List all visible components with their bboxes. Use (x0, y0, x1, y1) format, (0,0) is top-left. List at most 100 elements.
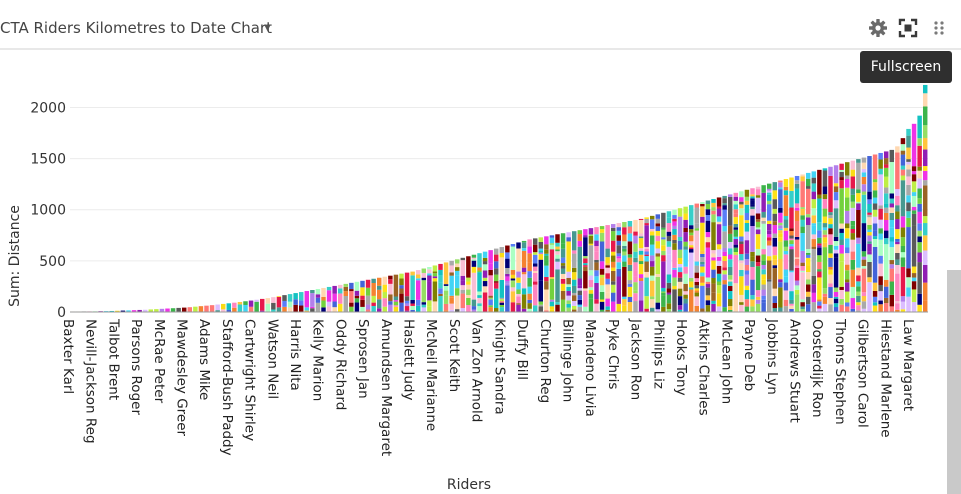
bar-segment[interactable] (622, 255, 627, 262)
bar-segment[interactable] (700, 216, 705, 223)
bar-segment[interactable] (805, 252, 811, 255)
bar-segment[interactable] (694, 265, 700, 273)
bar-segment[interactable] (722, 231, 727, 248)
bar-segment[interactable] (677, 249, 683, 259)
bar-segment[interactable] (850, 286, 856, 299)
bar-segment[interactable] (727, 279, 733, 282)
bar[interactable] (248, 300, 254, 312)
bar-segment[interactable] (610, 284, 616, 293)
bar-segment[interactable] (566, 277, 571, 285)
bar-segment[interactable] (700, 282, 705, 286)
bar-segment[interactable] (739, 201, 744, 205)
bar-segment[interactable] (688, 287, 694, 290)
bar-segment[interactable] (822, 293, 828, 297)
bar-segment[interactable] (432, 265, 438, 272)
bar-segment[interactable] (778, 307, 783, 312)
bar-segment[interactable] (839, 177, 844, 181)
bar-segment[interactable] (878, 263, 883, 277)
bar-segment[interactable] (805, 291, 811, 297)
bar-segment[interactable] (727, 194, 733, 197)
bar-segment[interactable] (666, 254, 672, 275)
bar-segment[interactable] (282, 295, 287, 301)
bar-segment[interactable] (510, 246, 516, 270)
bar-segment[interactable] (410, 275, 415, 300)
bar-segment[interactable] (772, 259, 778, 266)
bar-segment[interactable] (326, 306, 332, 312)
bar-segment[interactable] (360, 295, 365, 300)
bar-segment[interactable] (560, 273, 566, 279)
bar-segment[interactable] (438, 293, 443, 297)
bar-segment[interactable] (828, 253, 833, 258)
bar-segment[interactable] (895, 259, 900, 265)
bar-segment[interactable] (326, 290, 332, 302)
bar-segment[interactable] (800, 233, 805, 251)
bar[interactable] (298, 292, 304, 312)
bar-segment[interactable] (404, 306, 410, 311)
bar[interactable] (571, 231, 577, 312)
bar-segment[interactable] (911, 166, 917, 172)
bar-segment[interactable] (705, 200, 711, 205)
bar[interactable] (198, 306, 204, 312)
bar-segment[interactable] (750, 299, 755, 307)
bar-segment[interactable] (304, 310, 310, 312)
bar-segment[interactable] (571, 292, 577, 296)
bar-segment[interactable] (778, 222, 783, 226)
bar-segment[interactable] (867, 217, 872, 225)
bar-segment[interactable] (906, 217, 911, 228)
bar-segment[interactable] (538, 248, 544, 251)
bar-segment[interactable] (722, 205, 727, 210)
bar-segment[interactable] (332, 301, 337, 308)
bar-segment[interactable] (766, 200, 772, 205)
bar-segment[interactable] (895, 229, 900, 239)
bar-segment[interactable] (789, 231, 794, 236)
bar-segment[interactable] (610, 292, 616, 302)
bar-segment[interactable] (705, 284, 711, 288)
bar-segment[interactable] (805, 284, 811, 292)
bar-segment[interactable] (599, 268, 605, 275)
bar-segment[interactable] (828, 218, 833, 225)
bar-segment[interactable] (649, 235, 655, 245)
bar-segment[interactable] (800, 219, 805, 227)
bar-segment[interactable] (410, 303, 415, 306)
bar-segment[interactable] (739, 276, 744, 295)
bar-segment[interactable] (382, 276, 388, 285)
bar-segment[interactable] (493, 261, 499, 269)
bar[interactable] (906, 128, 911, 312)
bar-segment[interactable] (655, 274, 661, 277)
bar-segment[interactable] (371, 283, 376, 296)
bar-segment[interactable] (688, 289, 694, 312)
bar-segment[interactable] (454, 259, 460, 264)
bar-segment[interactable] (766, 192, 772, 195)
bar-segment[interactable] (856, 286, 861, 292)
bar-segment[interactable] (700, 266, 705, 273)
bar-segment[interactable] (482, 292, 488, 312)
bar[interactable] (867, 156, 872, 312)
bar-segment[interactable] (794, 183, 800, 189)
bar-segment[interactable] (722, 226, 727, 232)
bar-segment[interactable] (727, 299, 733, 307)
bar-segment[interactable] (148, 309, 154, 312)
bar-segment[interactable] (382, 298, 388, 307)
bar-segment[interactable] (811, 208, 817, 216)
bar-segment[interactable] (555, 234, 560, 243)
bar-segment[interactable] (789, 177, 794, 191)
bar-segment[interactable] (878, 228, 883, 234)
bar-segment[interactable] (410, 310, 415, 312)
bar-segment[interactable] (488, 297, 493, 300)
bar-segment[interactable] (532, 254, 538, 264)
bar-segment[interactable] (605, 284, 610, 293)
bar-segment[interactable] (755, 290, 761, 297)
bar-segment[interactable] (622, 251, 627, 256)
bar-segment[interactable] (833, 298, 839, 304)
bar-segment[interactable] (917, 178, 922, 189)
bar-segment[interactable] (493, 288, 499, 309)
bar-segment[interactable] (399, 273, 404, 279)
bar-segment[interactable] (917, 198, 922, 204)
bar-segment[interactable] (605, 292, 610, 299)
bar-segment[interactable] (376, 289, 382, 300)
bar-segment[interactable] (633, 276, 638, 283)
bar-segment[interactable] (811, 302, 817, 312)
bar-segment[interactable] (772, 190, 778, 200)
bar-segment[interactable] (722, 247, 727, 252)
bar-segment[interactable] (399, 288, 404, 294)
